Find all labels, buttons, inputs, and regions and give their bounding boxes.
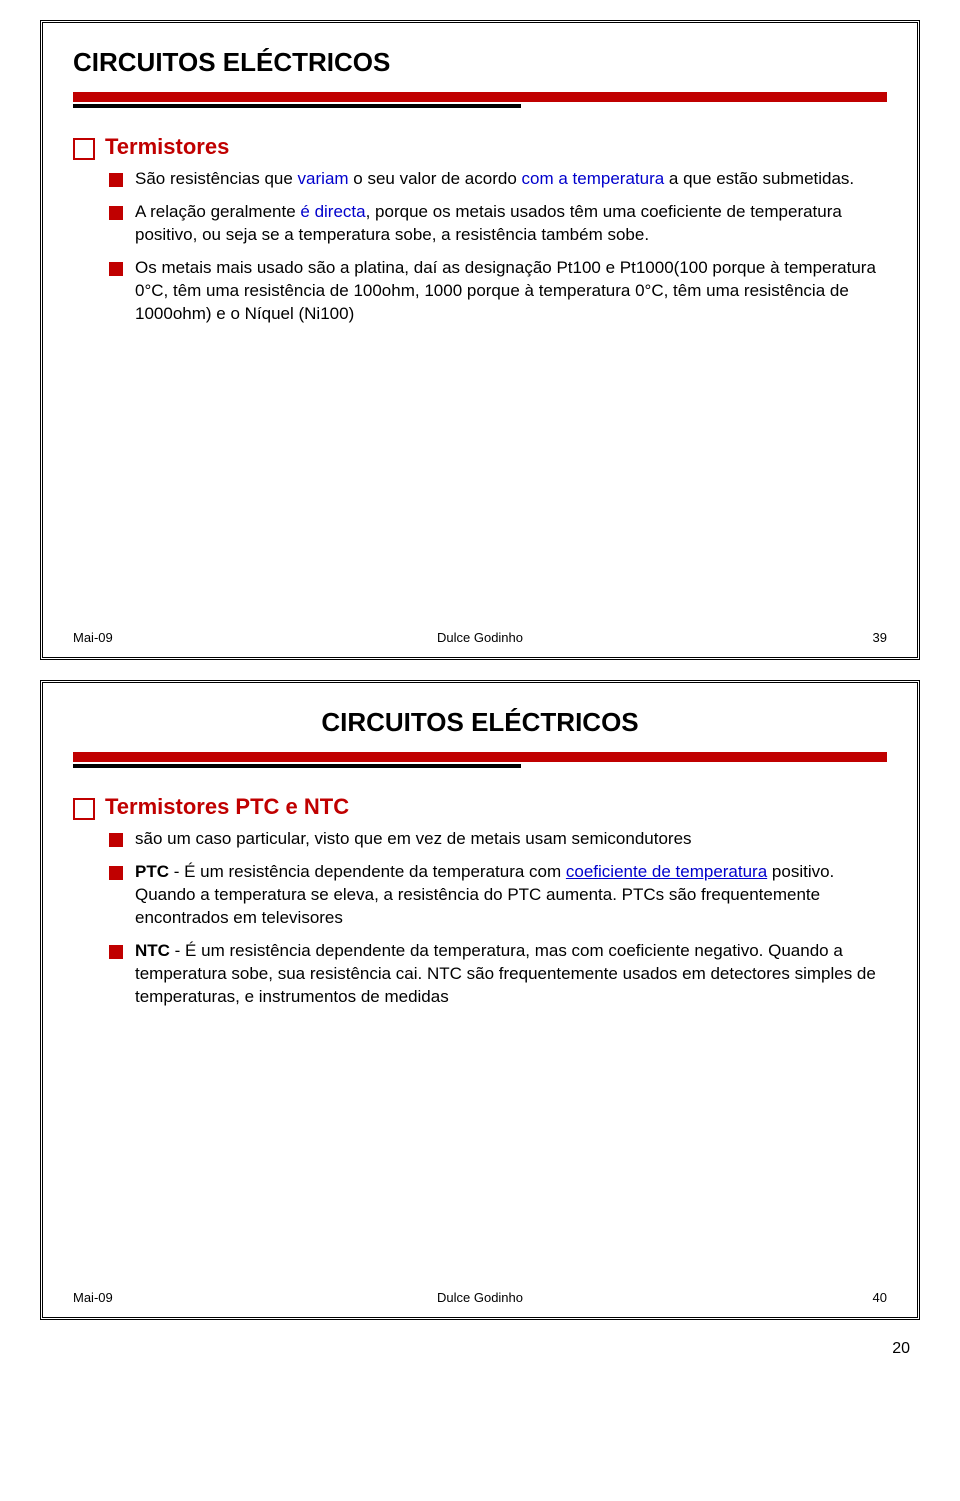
list-item: São resistências que variam o seu valor … xyxy=(109,168,887,191)
footer-center: Dulce Godinho xyxy=(437,630,523,645)
section-head: Termistores xyxy=(73,134,887,160)
list-item: A relação geralmente é directa, porque o… xyxy=(109,201,887,247)
list-item: são um caso particular, visto que em vez… xyxy=(109,828,887,851)
text-blue: com a temperatura xyxy=(522,169,665,188)
footer-center: Dulce Godinho xyxy=(437,1290,523,1305)
text: Os metais mais usado são a platina, daí … xyxy=(135,258,876,323)
section-label: Termistores xyxy=(105,134,229,160)
rule-red xyxy=(73,752,887,762)
footer-left: Mai-09 xyxy=(73,1290,113,1305)
slide-title: CIRCUITOS ELÉCTRICOS xyxy=(193,707,767,738)
page-number: 20 xyxy=(0,1340,960,1372)
hollow-square-icon xyxy=(73,798,95,820)
list-item: NTC - É um resistência dependente da tem… xyxy=(109,940,887,1009)
text: - É um resistência dependente da tempera… xyxy=(135,941,876,1006)
text-blue-underline: coeficiente de temperatura xyxy=(566,862,767,881)
text: São resistências que xyxy=(135,169,298,188)
text-blue: é directa xyxy=(300,202,365,221)
bullet-list: são um caso particular, visto que em vez… xyxy=(73,828,887,1009)
text: o seu valor de acordo xyxy=(349,169,522,188)
text-bold: NTC xyxy=(135,941,170,960)
footer-left: Mai-09 xyxy=(73,630,113,645)
slide-2: CIRCUITOS ELÉCTRICOS Termistores PTC e N… xyxy=(40,680,920,1320)
list-item: Os metais mais usado são a platina, daí … xyxy=(109,257,887,326)
footer-right: 40 xyxy=(873,1290,887,1305)
title-rule xyxy=(73,752,887,768)
list-item: PTC - É um resistência dependente da tem… xyxy=(109,861,887,930)
text-bold: PTC xyxy=(135,862,169,881)
page-container: CIRCUITOS ELÉCTRICOS Termistores São res… xyxy=(0,20,960,1372)
rule-red xyxy=(73,92,887,102)
slide-footer: Mai-09 Dulce Godinho 39 xyxy=(73,630,887,645)
text: a que estão submetidas. xyxy=(664,169,854,188)
bullet-list: São resistências que variam o seu valor … xyxy=(73,168,887,326)
slide-title: CIRCUITOS ELÉCTRICOS xyxy=(73,47,887,78)
rule-black xyxy=(73,764,521,768)
hollow-square-icon xyxy=(73,138,95,160)
slide-1: CIRCUITOS ELÉCTRICOS Termistores São res… xyxy=(40,20,920,660)
text: - É um resistência dependente da tempera… xyxy=(169,862,566,881)
text: A relação geralmente xyxy=(135,202,300,221)
footer-right: 39 xyxy=(873,630,887,645)
text: são um caso particular, visto que em vez… xyxy=(135,829,692,848)
title-rule xyxy=(73,92,887,108)
section-label: Termistores PTC e NTC xyxy=(105,794,349,820)
section-head: Termistores PTC e NTC xyxy=(73,794,887,820)
text-blue: variam xyxy=(298,169,349,188)
slide-footer: Mai-09 Dulce Godinho 40 xyxy=(73,1290,887,1305)
rule-black xyxy=(73,104,521,108)
